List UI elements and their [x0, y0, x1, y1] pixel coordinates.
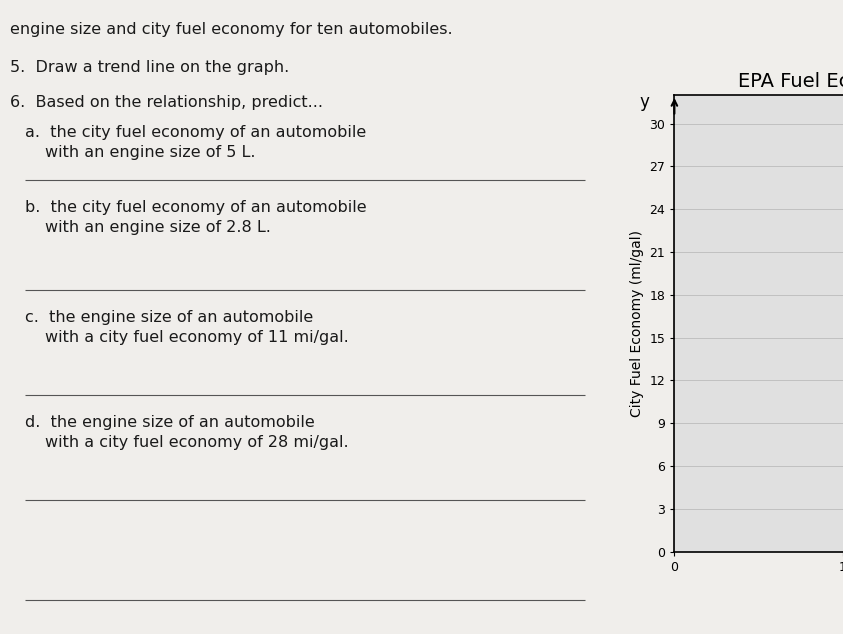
Text: with a city fuel economy of 11 mi/gal.: with a city fuel economy of 11 mi/gal.: [45, 330, 349, 345]
Text: 5.  Draw a trend line on the graph.: 5. Draw a trend line on the graph.: [10, 60, 289, 75]
Text: with an engine size of 5 L.: with an engine size of 5 L.: [45, 145, 255, 160]
Text: b.  the city fuel economy of an automobile: b. the city fuel economy of an automobil…: [25, 200, 367, 215]
Text: c.  the engine size of an automobile: c. the engine size of an automobile: [25, 310, 314, 325]
Y-axis label: City Fuel Economy (ml/gal): City Fuel Economy (ml/gal): [630, 230, 644, 417]
Text: 6.  Based on the relationship, predict...: 6. Based on the relationship, predict...: [10, 95, 323, 110]
Text: y: y: [639, 93, 649, 111]
Text: engine size and city fuel economy for ten automobiles.: engine size and city fuel economy for te…: [10, 22, 453, 37]
Text: with a city fuel economy of 28 mi/gal.: with a city fuel economy of 28 mi/gal.: [45, 435, 349, 450]
Text: d.  the engine size of an automobile: d. the engine size of an automobile: [25, 415, 314, 430]
Text: EPA Fuel Eco: EPA Fuel Eco: [738, 72, 843, 91]
Text: with an engine size of 2.8 L.: with an engine size of 2.8 L.: [45, 220, 271, 235]
Text: a.  the city fuel economy of an automobile: a. the city fuel economy of an automobil…: [25, 125, 366, 140]
